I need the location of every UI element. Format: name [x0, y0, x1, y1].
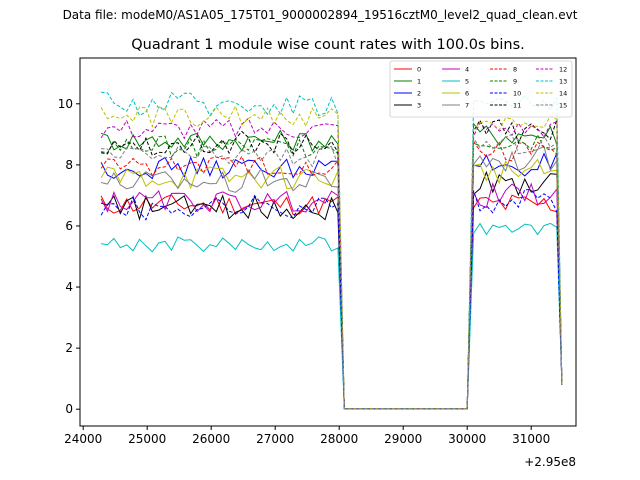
- series-line-0: [100, 194, 563, 410]
- suptitle: Data file: modeM0/AS1A05_175T01_90000028…: [63, 8, 578, 22]
- legend-label-10: 10: [513, 90, 521, 98]
- series-line-7: [100, 146, 563, 410]
- legend-frame: [389, 60, 573, 118]
- axes-frame: [79, 57, 577, 427]
- series-line-12: [100, 117, 563, 410]
- x-tick-label: 24000: [64, 432, 102, 446]
- series-line-4: [100, 182, 563, 410]
- x-offset-label: +2.95e8: [524, 455, 576, 469]
- legend-label-4: 4: [465, 66, 469, 74]
- legend-label-8: 8: [513, 66, 517, 74]
- x-tick-label: 28000: [320, 432, 358, 446]
- legend-label-0: 0: [417, 66, 421, 74]
- series-line-14: [100, 104, 563, 410]
- legend-label-1: 1: [417, 78, 421, 86]
- x-axis: 24000 25000 26000 27000 28000 29000 30000 31000: [64, 426, 550, 446]
- series-line-3: [100, 170, 563, 410]
- y-tick-label: 10: [58, 97, 73, 111]
- x-tick-label: 27000: [256, 432, 294, 446]
- y-tick-label: 4: [65, 280, 73, 294]
- legend-label-11: 11: [513, 102, 521, 110]
- series-line-6: [100, 158, 563, 410]
- legend-label-2: 2: [417, 90, 421, 98]
- x-tick-label: 30000: [448, 432, 486, 446]
- y-axis: 0 2 4 6 8 10: [58, 97, 80, 416]
- y-tick-label: 6: [65, 219, 73, 233]
- series-line-2: [100, 152, 563, 410]
- series-line-8: [100, 139, 563, 410]
- series-line-9: [101, 133, 563, 410]
- series-layer: [100, 91, 563, 410]
- legend-label-3: 3: [417, 102, 421, 110]
- series-line-5: [101, 222, 563, 410]
- legend-label-13: 13: [559, 78, 567, 86]
- x-tick-label: 31000: [512, 432, 550, 446]
- legend-label-14: 14: [559, 90, 567, 98]
- y-tick-label: 2: [65, 341, 73, 355]
- legend-label-5: 5: [465, 78, 469, 86]
- y-tick-label: 8: [65, 158, 73, 172]
- legend-label-9: 9: [513, 78, 517, 86]
- y-tick-label: 0: [65, 402, 73, 416]
- series-line-11: [101, 119, 563, 410]
- x-tick-label: 29000: [384, 432, 422, 446]
- legend-label-7: 7: [465, 102, 469, 110]
- legend-label-12: 12: [559, 66, 567, 74]
- chart-title: Quadrant 1 module wise count rates with …: [131, 37, 525, 53]
- x-tick-label: 25000: [128, 432, 166, 446]
- legend-label-6: 6: [465, 90, 469, 98]
- legend-label-15: 15: [559, 102, 567, 110]
- x-tick-label: 26000: [192, 432, 230, 446]
- series-line-15: [101, 133, 563, 410]
